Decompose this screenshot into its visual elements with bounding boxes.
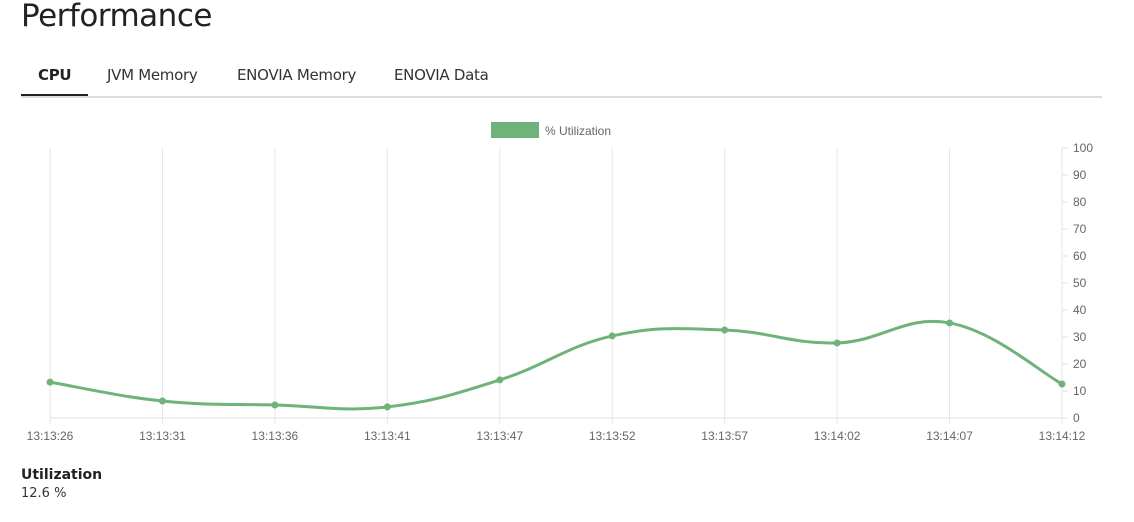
tab-jvm-memory[interactable]: JVM Memory (107, 66, 198, 84)
y-tick-label: 20 (1073, 357, 1087, 371)
x-tick-label: 13:13:41 (364, 429, 411, 443)
x-tick-label: 13:14:07 (926, 429, 973, 443)
data-point (608, 332, 616, 340)
legend-label: % Utilization (545, 124, 611, 138)
data-point (946, 319, 954, 327)
utilization-value: 12.6 % (21, 486, 67, 501)
y-tick-label: 70 (1073, 222, 1087, 236)
y-tick-label: 60 (1073, 249, 1087, 263)
page-title: Performance (21, 0, 212, 34)
data-point (158, 397, 166, 405)
x-tick-label: 13:13:26 (27, 429, 74, 443)
data-point (46, 378, 54, 386)
tab-bar: CPU JVM Memory ENOVIA Memory ENOVIA Data (21, 60, 1102, 98)
tab-enovia-data[interactable]: ENOVIA Data (394, 66, 489, 84)
utilization-label: Utilization (21, 467, 103, 483)
tab-enovia-memory[interactable]: ENOVIA Memory (237, 66, 357, 84)
y-tick-label: 100 (1073, 141, 1093, 155)
x-tick-label: 13:13:31 (139, 429, 186, 443)
data-point (496, 376, 504, 384)
tab-cpu[interactable]: CPU (38, 66, 72, 84)
x-tick-label: 13:14:02 (814, 429, 861, 443)
y-tick-label: 40 (1073, 303, 1087, 317)
x-tick-label: 13:13:36 (252, 429, 299, 443)
data-point (1058, 380, 1066, 388)
y-tick-label: 90 (1073, 168, 1087, 182)
y-tick-label: 30 (1073, 330, 1087, 344)
x-tick-label: 13:13:47 (476, 429, 523, 443)
y-tick-label: 50 (1073, 276, 1087, 290)
data-point (271, 401, 279, 409)
data-point (383, 403, 391, 411)
y-tick-label: 10 (1073, 384, 1087, 398)
y-tick-label: 0 (1073, 411, 1080, 425)
x-tick-label: 13:13:52 (589, 429, 636, 443)
series-line (49, 319, 1063, 411)
x-tick-label: 13:14:12 (1039, 429, 1086, 443)
x-tick-label: 13:13:57 (701, 429, 748, 443)
y-tick-label: 80 (1073, 195, 1087, 209)
legend-swatch (491, 122, 539, 138)
active-tab-indicator (21, 94, 88, 96)
data-point (721, 326, 729, 334)
cpu-utilization-chart: % Utilization 13:13:26 13:13:31 13:13:36 13:… (27, 122, 1093, 443)
data-point (833, 339, 841, 347)
